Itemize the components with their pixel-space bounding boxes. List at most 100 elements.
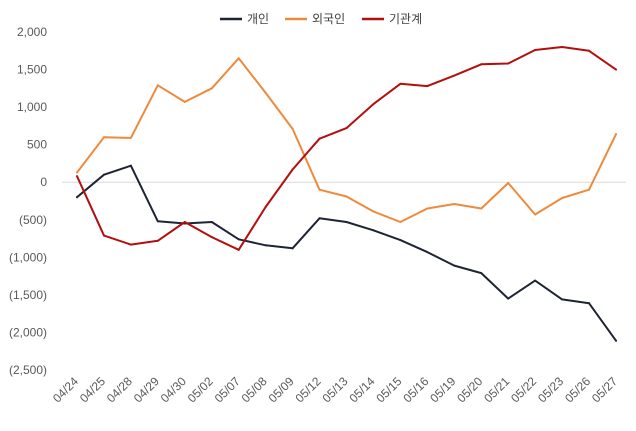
data-point [210,221,213,224]
x-tick-label: 05/23 [535,374,566,405]
y-tick-label: 2,000 [17,25,47,39]
legend-label: 개인 [247,12,269,26]
data-point [237,57,240,60]
data-point [264,244,267,247]
data-point [237,248,240,251]
x-tick-label: 04/30 [158,374,189,405]
data-point [615,339,617,342]
data-point [318,137,321,140]
data-point [480,63,483,66]
data-point [264,206,267,209]
x-tick-label: 05/08 [239,374,270,405]
y-tick-label: (2,000) [9,325,47,339]
data-point [318,217,321,220]
y-tick-label: 0 [40,175,47,189]
data-point [183,100,186,103]
data-point [291,127,294,130]
data-point [534,49,537,52]
x-tick-label: 05/16 [400,374,431,405]
data-point [291,168,294,171]
x-tick-label: 05/07 [212,374,243,405]
x-tick-label: 05/15 [373,374,404,405]
data-point [561,46,564,49]
y-tick-label: (1,000) [9,250,47,264]
x-tick-label: 04/25 [77,374,108,405]
y-tick-label: 1,500 [17,63,47,77]
data-point [534,279,537,282]
data-point [507,297,510,300]
x-tick-label: 05/22 [508,374,539,405]
data-point [588,49,591,52]
data-point [588,302,591,305]
x-axis: 04/2404/2504/2804/2904/3005/0205/0705/08… [50,374,620,405]
data-point [129,243,132,246]
y-tick-label: (2,500) [9,363,47,377]
data-point [615,68,617,71]
x-tick-label: 05/14 [346,374,377,405]
x-tick-label: 05/26 [562,374,593,405]
data-point [210,236,213,239]
data-point [102,173,105,176]
legend-label: 외국인 [312,12,345,26]
data-point [345,195,348,198]
data-point [372,229,375,232]
data-point [291,247,294,250]
data-point [76,175,78,178]
data-point [129,136,132,139]
data-point [264,91,267,94]
data-point [210,87,213,90]
data-point [507,62,510,65]
x-tick-label: 05/19 [427,374,458,405]
legend-label: 기관계 [389,12,422,26]
x-tick-label: 05/09 [266,374,297,405]
data-point [372,210,375,213]
data-point [345,221,348,224]
data-point [615,133,617,136]
data-point [156,84,159,87]
data-point [507,181,510,184]
data-point [129,164,132,167]
data-point [399,221,402,224]
data-point [318,188,321,191]
x-tick-label: 05/12 [293,374,324,405]
y-tick-label: 500 [27,138,47,152]
data-point [453,203,456,206]
data-point [372,103,375,106]
data-point [480,207,483,210]
x-tick-label: 05/13 [319,374,350,405]
x-tick-label: 05/21 [481,374,512,405]
x-tick-label: 05/27 [589,374,620,405]
series-line-1 [76,164,617,342]
y-tick-label: (500) [19,213,47,227]
data-point [237,238,240,241]
data-point [426,207,429,210]
data-point [102,234,105,237]
x-tick-label: 05/02 [185,374,216,405]
data-point [588,188,591,191]
y-tick-label: 1,000 [17,100,47,114]
x-tick-label: 04/29 [131,374,162,405]
data-point [453,264,456,267]
data-point [156,220,159,223]
data-point [426,85,429,88]
data-point [345,127,348,130]
y-axis: 2,000 1,500 1,000 500 0 (500) (1,000) (1,500) (2… [9,25,626,377]
data-point [156,239,159,242]
data-point [183,221,186,224]
data-point [534,213,537,216]
data-point [102,136,105,139]
x-tick-label: 04/28 [104,374,135,405]
data-point [480,272,483,275]
y-tick-label: (1,500) [9,288,47,302]
data-point [399,239,402,242]
data-point [453,74,456,77]
data-point [76,171,78,174]
data-point [76,196,78,199]
x-tick-label: 04/24 [50,374,81,405]
data-point [561,196,564,199]
data-point [426,251,429,254]
series-layer [76,46,617,342]
x-tick-label: 05/20 [454,374,485,405]
